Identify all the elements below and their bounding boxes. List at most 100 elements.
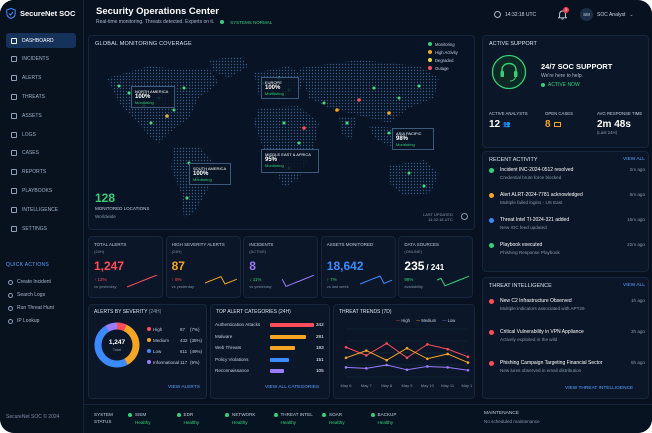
user-menu[interactable]: SM SOC Analyst ⌄	[580, 8, 634, 21]
region-europe[interactable]: EUROPE 100% Monitoring	[261, 77, 299, 99]
category-name: Malware	[215, 333, 233, 339]
system-status-soar[interactable]: SOAR Healthy	[322, 411, 345, 427]
severity-dot	[147, 360, 151, 364]
activity-item[interactable]: Alert ALRT-2024-7781 acknowledged Multipl…	[500, 192, 645, 212]
system-status-network[interactable]: NETWORK Healthy	[225, 411, 255, 427]
brand[interactable]: SecureNet SOC	[6, 8, 75, 19]
sidebar-item-settings[interactable]: SETTINGS	[6, 221, 76, 236]
severity-name: High	[153, 327, 163, 332]
region-status: Monitoring	[135, 100, 154, 105]
stat-value: 1,247	[94, 259, 125, 273]
data-point-low	[365, 367, 368, 370]
copyright: SecureNet SOC © 2024	[6, 414, 60, 420]
data-point-high	[466, 355, 470, 359]
asia-shape	[299, 60, 439, 123]
refresh-icon[interactable]	[461, 213, 468, 220]
folder-icon	[553, 122, 561, 127]
sidebar-item-intelligence[interactable]: INTELLIGENCE	[6, 202, 76, 217]
stat-value-row: 1,247	[94, 259, 124, 273]
sidebar-item-alerts[interactable]: ALERTS	[6, 71, 76, 86]
stat-change-sub: vs yesterday	[171, 284, 195, 289]
system-state: Healthy	[183, 420, 200, 425]
sidebar-item-assets[interactable]: ASSETS	[6, 108, 76, 123]
notifications-button[interactable]: 3	[558, 7, 569, 20]
response-value: 2m 48s	[597, 119, 631, 130]
activity-view-all[interactable]: VIEW ALL	[623, 157, 645, 162]
system-status-edr[interactable]: EDR Healthy	[176, 411, 200, 427]
stat-card-4[interactable]: DATA SOURCES (ONLINE) 235/ 241 98% availabil…	[398, 236, 474, 298]
view-categories-link[interactable]: VIEW ALL CATEGORIES	[265, 385, 320, 390]
quick-action-item[interactable]: Search Logs	[8, 292, 45, 298]
action-icon	[8, 305, 13, 311]
intel-title-text: Critical Vulnerability in VPN Appliance	[500, 329, 584, 335]
data-point-high	[405, 356, 409, 360]
sidebar-item-playbooks[interactable]: PLAYBOOKS	[6, 183, 76, 198]
legend-outage-label: Outage	[435, 66, 449, 71]
system-status: SYSTEMS NORMAL	[230, 19, 273, 25]
activity-item[interactable]: Incident INC-2024-0512 resolved Credentia…	[500, 167, 645, 187]
sidebar-item-incidents[interactable]: INCIDENTS	[6, 52, 76, 67]
intel-item[interactable]: New C2 Infrastructure Observed Multiple i…	[500, 298, 645, 320]
activity-time: 15m ago	[627, 217, 645, 222]
sidebar-item-logs[interactable]: LOGS	[6, 127, 76, 142]
system-name-row: BACKUP	[370, 411, 396, 419]
stat-card-0[interactable]: TOTAL ALERTS (24H) 1,247 ↑ 12% vs yesterday	[88, 236, 163, 298]
severity-title-text: ALERTS BY SEVERITY	[94, 309, 148, 315]
sparkline-path	[282, 275, 315, 288]
severity-value: 117	[180, 360, 188, 365]
quick-action-item[interactable]: IP Lookup	[8, 318, 39, 324]
system-status-siem[interactable]: SIEM Healthy	[128, 411, 151, 427]
playbooks-icon	[11, 187, 17, 194]
sidebar-item-dashboard[interactable]: DASHBOARD	[6, 33, 76, 48]
activity-status-icon	[489, 218, 494, 223]
stat-change: 98%	[404, 277, 414, 282]
severity-panel: ALERTS BY SEVERITY (24H) 1,247 Total VIE…	[88, 304, 207, 399]
intel-title: THREAT INTELLIGENCE	[489, 283, 552, 289]
clock-time: 14:32:18 UTC	[505, 11, 537, 18]
stat-card-3[interactable]: ASSETS MONITORED 18,642 ↑ 7% vs last week	[320, 236, 396, 298]
region-asia-pacific[interactable]: ASIA PACIFIC 98% Monitoring	[392, 128, 434, 150]
region-south-america[interactable]: SOUTH AMERICA 100% Monitoring	[189, 163, 231, 185]
intel-footer-link[interactable]: VIEW THREAT INTELLIGENCE	[565, 386, 634, 391]
system-status-backup[interactable]: BACKUP Healthy	[370, 411, 396, 427]
categories-panel: TOP ALERT CATEGORIES (24H) VIEW ALL CATE…	[210, 304, 330, 399]
view-alerts-link[interactable]: VIEW ALERTS	[168, 385, 200, 390]
sidebar-item-label: INTELLIGENCE	[22, 206, 59, 213]
activity-item[interactable]: Playbook executed Phishing Response Playb…	[500, 242, 645, 262]
sidebar-item-reports[interactable]: REPORTS	[6, 165, 76, 180]
region-north-america[interactable]: NORTH AMERICA 100% Monitoring	[131, 86, 175, 108]
quick-action-item[interactable]: Run Threat Hunt	[8, 305, 54, 311]
system-name-row: THREAT INTEL	[273, 411, 313, 419]
intel-item[interactable]: Critical Vulnerability in VPN Appliance A…	[500, 329, 645, 351]
activity-time: 22m ago	[627, 242, 645, 247]
stat-card-2[interactable]: INCIDENTS (ACTIVE) 8 ↓ 11% vs yesterday	[243, 236, 319, 298]
sidebar-item-threats[interactable]: THREATS	[6, 89, 76, 104]
sidebar-item-cases[interactable]: CASES	[6, 146, 76, 161]
stat-card-1[interactable]: HIGH SEVERITY ALERTS (24H) 87 ↑ 8% vs yester…	[165, 236, 241, 298]
last-updated-label: LAST UPDATED	[423, 212, 453, 217]
category-name: Authentication Attacks	[215, 322, 261, 327]
cases-icon	[11, 150, 17, 157]
greenland-shape	[209, 56, 249, 78]
sparkline	[204, 275, 237, 285]
intel-sub: Multiple indicators associated with APT2…	[500, 306, 585, 311]
sparkline-path	[127, 275, 159, 288]
region-middle-east-africa[interactable]: MIDDLE EAST & AFRICA 95% Monitoring	[261, 149, 319, 173]
intel-view-all[interactable]: VIEW ALL	[623, 283, 645, 288]
system-status-threat-intel[interactable]: THREAT INTEL Healthy	[273, 411, 313, 427]
sidebar-item-label: INCIDENTS	[22, 56, 49, 63]
stat-change: ↓ 11%	[249, 277, 262, 282]
system-name: NETWORK	[232, 412, 256, 417]
intel-time: 1h ago	[630, 298, 645, 303]
activity-item[interactable]: Threat Intel TI-2024-321 added New IOC fe…	[500, 217, 645, 237]
quick-action-label: Create Incident	[17, 279, 51, 285]
intel-item[interactable]: Phishing Campaign Targeting Financial Se…	[500, 360, 645, 382]
quick-action-item[interactable]: Create Incident	[8, 279, 51, 285]
status-word: STATUS	[94, 419, 112, 424]
stat-value-row: 87	[172, 259, 185, 273]
severity-donut	[94, 322, 140, 368]
x-tick-label: May 9	[402, 383, 414, 388]
incidents-icon	[11, 56, 17, 63]
data-point-medium	[385, 358, 388, 362]
system-state: Healthy	[135, 420, 151, 425]
